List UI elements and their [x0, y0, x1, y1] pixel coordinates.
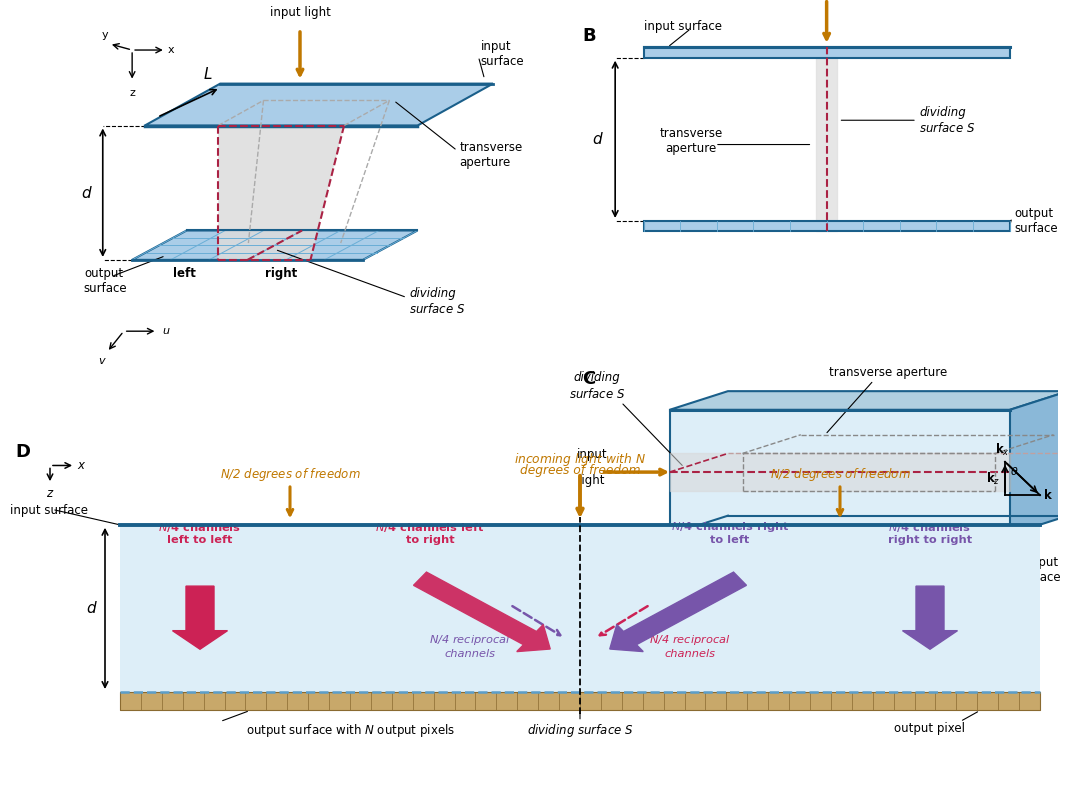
Text: x: x [167, 45, 175, 55]
Text: $N$/4 channels
left to left: $N$/4 channels left to left [159, 521, 242, 546]
Text: $v$: $v$ [98, 357, 107, 366]
Text: C: C [582, 370, 595, 387]
Text: output
surface: output surface [84, 267, 127, 295]
Text: output surface with $N$ output pixels: output surface with $N$ output pixels [245, 721, 455, 738]
Text: $\mathbf{k}_x$: $\mathbf{k}_x$ [995, 442, 1010, 458]
Polygon shape [670, 391, 1068, 410]
Text: output pixel: output pixel [894, 721, 966, 734]
Text: left: left [173, 266, 197, 280]
Polygon shape [145, 84, 494, 126]
FancyArrow shape [173, 586, 228, 649]
Bar [644, 48, 1010, 58]
Bar [120, 525, 1040, 692]
Text: $N$/2 degrees of freedom: $N$/2 degrees of freedom [219, 466, 361, 483]
Text: $N$/4 channels
right to right: $N$/4 channels right to right [888, 521, 972, 546]
Text: right: right [265, 266, 297, 280]
Text: input
surface: input surface [580, 556, 623, 584]
Polygon shape [132, 231, 418, 260]
Text: $N$/4 channels left
to right: $N$/4 channels left to right [376, 521, 485, 546]
Text: B: B [582, 27, 595, 44]
Text: $d$: $d$ [834, 567, 846, 583]
Text: transverse aperture: transverse aperture [829, 366, 947, 378]
Text: input surface: input surface [10, 504, 87, 516]
Text: degrees of freedom: degrees of freedom [519, 464, 640, 478]
FancyArrow shape [903, 586, 958, 649]
Text: $x$: $x$ [77, 459, 86, 472]
Text: z: z [130, 88, 135, 98]
Text: transverse
aperture: transverse aperture [459, 141, 523, 169]
Text: $d$: $d$ [86, 600, 98, 617]
Text: D: D [15, 443, 30, 462]
Text: $d$: $d$ [592, 132, 604, 148]
Text: y: y [102, 30, 108, 40]
Text: $d$: $d$ [81, 185, 92, 201]
Text: $\mathbf{k}$: $\mathbf{k}$ [1043, 488, 1053, 502]
FancyArrow shape [414, 572, 550, 651]
Polygon shape [1010, 391, 1068, 534]
Text: input
surface: input surface [481, 40, 524, 69]
Text: $L$: $L$ [203, 65, 213, 82]
Text: dividing surface $S$: dividing surface $S$ [527, 721, 633, 738]
Bar [644, 221, 1010, 232]
Text: $N$/4 channels right
to left: $N$/4 channels right to left [671, 520, 789, 546]
Text: $N$/4 reciprocal
channels: $N$/4 reciprocal channels [429, 633, 511, 659]
Text: $\mathbf{k}_z$: $\mathbf{k}_z$ [986, 470, 1000, 487]
Text: transverse
aperture: transverse aperture [660, 127, 723, 155]
Text: $z$: $z$ [45, 487, 54, 500]
Text: incoming light with $N$: incoming light with $N$ [514, 451, 646, 468]
Text: input light: input light [270, 6, 330, 19]
Text: output
surface: output surface [1017, 556, 1061, 584]
Text: $u$: $u$ [162, 326, 170, 337]
Polygon shape [670, 410, 1010, 534]
Text: dividing
surface $S$: dividing surface $S$ [919, 106, 975, 135]
Polygon shape [218, 126, 345, 260]
FancyArrow shape [610, 572, 746, 651]
Text: dividing
surface $S$: dividing surface $S$ [409, 287, 465, 316]
Text: light: light [579, 474, 605, 487]
Text: dividing
surface $S$: dividing surface $S$ [568, 371, 625, 400]
Text: input surface: input surface [644, 20, 721, 33]
Text: $N$/4 reciprocal
channels: $N$/4 reciprocal channels [649, 633, 731, 659]
Text: $\theta$: $\theta$ [1010, 465, 1018, 477]
Text: output
surface: output surface [1014, 207, 1058, 235]
Bar [120, 692, 1040, 710]
Text: $N$/2 degrees of freedom: $N$/2 degrees of freedom [770, 466, 910, 483]
Text: input: input [577, 448, 607, 461]
